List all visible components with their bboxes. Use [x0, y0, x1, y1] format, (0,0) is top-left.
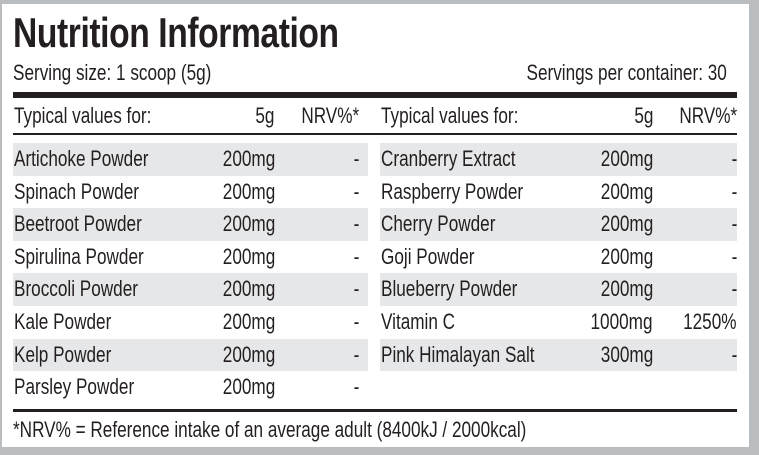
nutrient-nrv: -	[353, 243, 359, 269]
footnote-divider	[13, 409, 737, 412]
nutrient-amount: 200mg	[222, 374, 275, 400]
right-header-nrv-text: NRV%*	[679, 103, 737, 128]
nutrient-nrv: -	[353, 146, 359, 171]
nutrient-amount: 200mg	[222, 146, 275, 171]
nutrient-nrv: -	[353, 341, 359, 367]
nutrient-amount: 300mg	[600, 341, 653, 367]
footnote-text: *NRV% = Reference intake of an average a…	[13, 417, 527, 442]
table-row: Pink Himalayan Salt 300mg -	[380, 338, 737, 372]
servings-per-container: Servings per container: 30	[470, 60, 727, 86]
footnote: *NRV% = Reference intake of an average a…	[13, 417, 671, 443]
nutrient-name: Spinach Powder	[14, 178, 139, 204]
nutrient-nrv: -	[731, 178, 737, 204]
table-row: Parsley Powder 200mg -	[13, 371, 368, 404]
nutrient-nrv: -	[731, 243, 737, 269]
nutrient-nrv: -	[353, 374, 359, 400]
label-title-text: Nutrition Information	[13, 9, 339, 56]
nutrient-nrv: -	[353, 178, 359, 204]
table-row: Blueberry Powder 200mg -	[380, 273, 737, 306]
left-header-amount-text: 5g	[254, 103, 274, 128]
nutrient-name: Spirulina Powder	[14, 243, 144, 269]
nutrient-amount: 200mg	[600, 146, 653, 171]
nutrient-name: Cranberry Extract	[381, 146, 516, 171]
table-row: Kelp Powder 200mg -	[13, 338, 368, 372]
nutrient-nrv: -	[731, 276, 737, 302]
nutrient-amount: 200mg	[222, 276, 275, 302]
nutrient-name: Beetroot Powder	[14, 211, 142, 237]
nutrient-name: Artichoke Powder	[14, 146, 149, 171]
nutrient-nrv: -	[731, 341, 737, 367]
left-header-nrv-text: NRV%*	[301, 103, 359, 128]
table-row: Spirulina Powder 200mg -	[13, 241, 368, 274]
nutrient-name: Kelp Powder	[14, 341, 112, 367]
table-row: Cherry Powder 200mg -	[380, 208, 737, 241]
serving-size: Serving size: 1 scoop (5g)	[13, 60, 267, 86]
nutrient-amount: 200mg	[222, 341, 275, 367]
right-header-amount: 5g	[629, 103, 653, 129]
label-title: Nutrition Information	[13, 10, 420, 56]
nutrient-amount: 1000mg	[590, 309, 653, 334]
right-header-nrv: NRV%*	[663, 103, 737, 129]
table-row: Kale Powder 200mg -	[13, 306, 368, 339]
servings-per-container-text: Servings per container: 30	[526, 60, 727, 85]
nutrition-label: Nutrition Information Serving size: 1 sc…	[2, 4, 749, 447]
nutrient-name: Kale Powder	[14, 309, 112, 334]
table-row: Spinach Powder 200mg -	[13, 176, 368, 209]
table-row: Cranberry Extract 200mg -	[380, 143, 737, 176]
nutrient-name: Raspberry Powder	[381, 178, 524, 204]
nutrient-amount: 200mg	[222, 309, 275, 334]
table-row: Goji Powder 200mg -	[380, 241, 737, 274]
left-header-nrv: NRV%*	[285, 103, 359, 129]
nutrient-name: Parsley Powder	[14, 374, 135, 400]
left-header-amount: 5g	[250, 103, 274, 129]
nutrient-nrv: -	[353, 309, 359, 334]
nutrient-name: Broccoli Powder	[14, 276, 138, 302]
header-divider-thick	[13, 92, 737, 98]
nutrient-amount: 200mg	[222, 211, 275, 237]
nutrient-nrv: -	[353, 276, 359, 302]
nutrient-nrv: 1250%	[683, 309, 737, 334]
nutrient-name: Vitamin C	[381, 309, 456, 334]
nutrient-name: Blueberry Powder	[381, 276, 518, 302]
right-header-amount-text: 5g	[633, 103, 653, 128]
nutrient-amount: 200mg	[600, 276, 653, 302]
right-header-name: Typical values for:	[381, 103, 557, 129]
table-row: Vitamin C 1000mg 1250%	[380, 306, 737, 339]
left-header-name-text: Typical values for:	[14, 103, 152, 128]
table-row: Artichoke Powder 200mg -	[13, 143, 368, 176]
nutrient-nrv: -	[731, 211, 737, 237]
serving-size-text: Serving size: 1 scoop (5g)	[13, 60, 212, 85]
left-header-name: Typical values for:	[14, 103, 190, 129]
nutrient-name: Cherry Powder	[381, 211, 496, 237]
table-row: Raspberry Powder 200mg -	[380, 176, 737, 209]
nutrient-nrv: -	[353, 211, 359, 237]
nutrient-amount: 200mg	[222, 243, 275, 269]
table-row: Beetroot Powder 200mg -	[13, 208, 368, 241]
table-row: Broccoli Powder 200mg -	[13, 273, 368, 306]
nutrient-amount: 200mg	[222, 178, 275, 204]
nutrient-amount: 200mg	[600, 243, 653, 269]
right-header-name-text: Typical values for:	[381, 103, 519, 128]
column-header-divider	[13, 133, 737, 135]
nutrient-amount: 200mg	[600, 178, 653, 204]
nutrient-name: Pink Himalayan Salt	[381, 341, 535, 367]
nutrient-nrv: -	[731, 146, 737, 171]
nutrient-name: Goji Powder	[381, 243, 475, 269]
nutrient-amount: 200mg	[600, 211, 653, 237]
